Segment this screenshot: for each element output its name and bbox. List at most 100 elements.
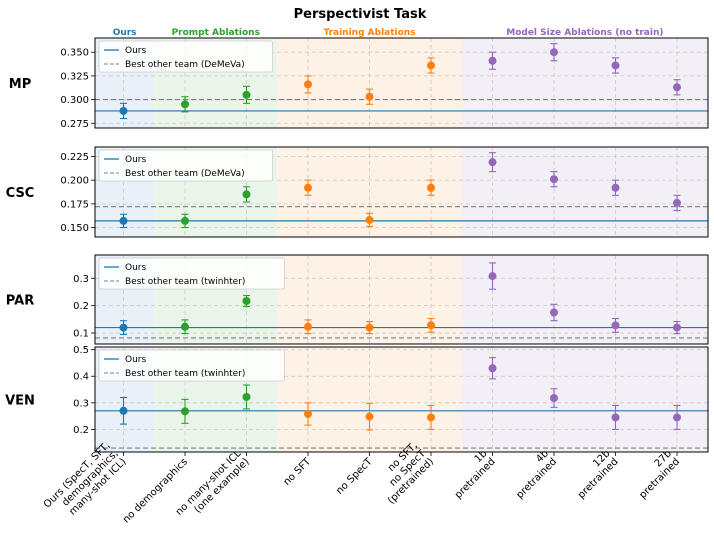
legend-box	[98, 349, 285, 382]
x-tick-label: 12bpretrained	[568, 448, 621, 501]
data-point	[488, 272, 497, 281]
data-point	[427, 413, 435, 422]
data-point	[427, 61, 435, 70]
data-point	[181, 407, 189, 416]
data-point	[181, 322, 189, 331]
y-tick-label: 0.150	[60, 223, 89, 234]
y-tick-label: 0.3	[73, 274, 89, 285]
legend-ours-label: Ours	[125, 355, 146, 365]
data-point	[550, 48, 558, 57]
legend-ours-label: Ours	[125, 46, 146, 56]
panel-label: VEN	[5, 394, 35, 409]
y-tick-label: 0.350	[60, 48, 89, 59]
panel-label: PAR	[6, 294, 34, 309]
data-point	[550, 394, 558, 403]
data-point	[119, 323, 128, 332]
panel-ven: 0.2 0.3 0.4 0.5 Ours Best other team (twinhte…	[5, 345, 709, 453]
data-point	[119, 406, 128, 415]
y-tick-label: 0.225	[60, 152, 89, 163]
legend-box	[98, 257, 285, 290]
data-point	[365, 323, 374, 332]
y-tick-label: 0.2	[73, 425, 89, 436]
y-tick-label: 0.325	[60, 71, 89, 82]
data-point	[673, 83, 681, 92]
group-band	[461, 255, 708, 344]
data-point	[304, 80, 312, 89]
legend: Ours Best other team (DeMeVa)	[98, 40, 274, 73]
data-point	[119, 106, 128, 115]
legend-best-label: Best other team (DeMeVa)	[125, 60, 245, 70]
panel-frame	[94, 146, 709, 238]
x-tick-label: 4bpretrained	[506, 448, 559, 501]
y-tick-label: 0.275	[60, 119, 89, 130]
y-tick-label: 0.4	[73, 372, 89, 383]
data-point	[488, 56, 497, 65]
y-tick-label: 0.200	[60, 176, 89, 187]
data-point	[673, 323, 681, 332]
data-point	[550, 175, 558, 184]
panels: Ours Prompt Ablations Training Ablations Mo…	[5, 28, 709, 453]
panel-label: MP	[9, 77, 31, 92]
data-point	[427, 183, 435, 192]
legend-best-label: Best other team (twinhter)	[125, 277, 245, 287]
legend: Ours Best other team (twinhter)	[98, 257, 285, 290]
data-point	[365, 412, 374, 421]
chart-title: Perspectivist Task	[294, 7, 427, 22]
y-tick-label: 0.5	[73, 345, 89, 356]
x-tick-label: no SpecT	[334, 456, 375, 497]
y-tick-label: 0.300	[60, 95, 89, 106]
x-tick-label: 1bpretrained	[445, 448, 498, 501]
legend-best-label: Best other team (DeMeVa)	[125, 169, 245, 179]
legend-best-label: Best other team (twinhter)	[125, 369, 245, 379]
group-label-model-size-ablations-no-train-: Model Size Ablations (no train)	[506, 28, 663, 38]
x-tick-label: no SFT	[282, 456, 314, 488]
group-label-prompt-ablations: Prompt Ablations	[172, 28, 260, 38]
group-band	[461, 347, 708, 452]
data-point	[488, 364, 497, 373]
group-band	[461, 38, 708, 128]
data-point	[304, 322, 312, 331]
data-point	[550, 308, 558, 317]
panel-frame	[94, 37, 709, 129]
y-tick-label: 0.3	[73, 398, 89, 409]
panel-label: CSC	[6, 186, 35, 201]
data-point	[365, 92, 374, 101]
data-point	[611, 413, 620, 422]
data-point	[365, 215, 374, 224]
legend-box	[98, 40, 274, 73]
data-point	[181, 100, 189, 109]
data-point	[611, 183, 620, 192]
x-axis: Ours (SpecT, SFT,demographics,many-shot …	[42, 440, 682, 527]
data-point	[304, 183, 312, 192]
data-point	[673, 198, 681, 207]
data-point	[242, 297, 251, 306]
y-tick-label: 0.2	[73, 301, 89, 312]
panel-par: 0.1 0.2 0.3 Ours Best other team (twinhter) P…	[6, 254, 709, 345]
group-label-ours: Ours	[113, 28, 137, 38]
legend-ours-label: Ours	[125, 263, 146, 273]
panel-mp: 0.275 0.300 0.325 0.350 Ours Best other team …	[9, 37, 709, 130]
data-point	[611, 61, 620, 70]
data-point	[304, 409, 312, 418]
data-point	[611, 321, 620, 330]
y-tick-label: 0.1	[73, 329, 89, 340]
group-label-training-ablations: Training Ablations	[323, 28, 415, 38]
data-point	[181, 216, 189, 225]
data-point	[673, 413, 681, 422]
legend-box	[98, 149, 274, 182]
group-band	[461, 147, 708, 237]
data-point	[119, 216, 128, 225]
legend-ours-label: Ours	[125, 155, 146, 165]
panel-frame	[94, 346, 709, 453]
legend: Ours Best other team (twinhter)	[98, 349, 285, 382]
panel-csc: 0.150 0.175 0.200 0.225 Ours Best other team …	[6, 146, 709, 238]
data-point	[488, 158, 497, 167]
data-point	[242, 392, 251, 401]
y-tick-label: 0.175	[60, 199, 89, 210]
x-tick-label: 27bpretrained	[629, 448, 682, 501]
legend: Ours Best other team (DeMeVa)	[98, 149, 274, 182]
x-tick-label: Ours (SpecT, SFT,demographics,many-shot …	[42, 440, 129, 527]
data-point	[427, 321, 435, 330]
data-point	[242, 90, 251, 99]
